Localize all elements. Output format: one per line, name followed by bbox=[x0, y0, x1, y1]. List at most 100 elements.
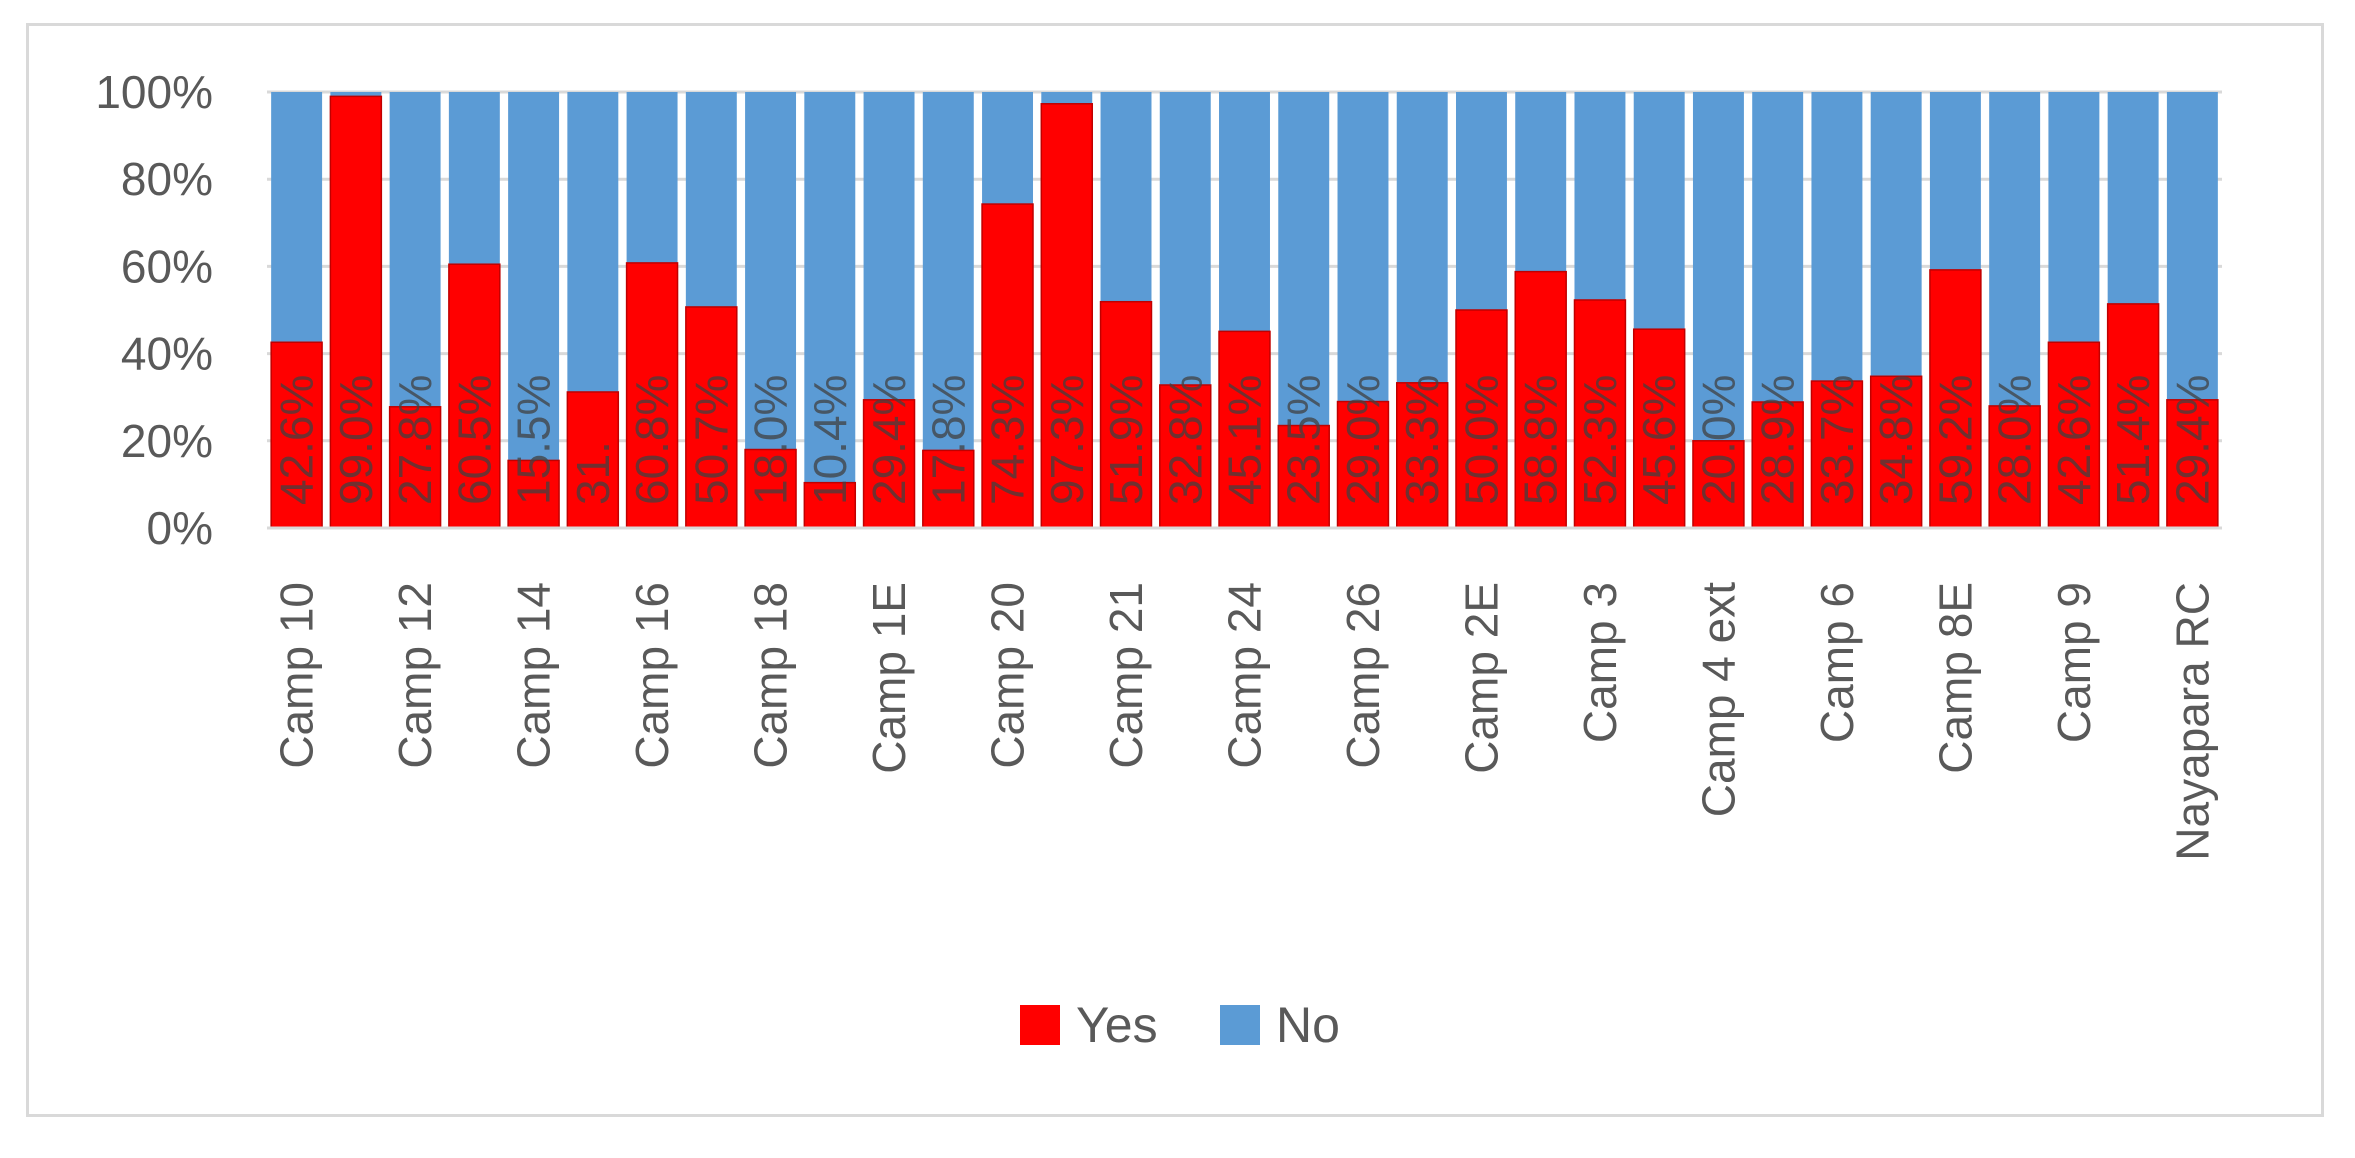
data-label: 28.9% bbox=[1752, 375, 1804, 505]
bar-yes bbox=[1514, 270, 1567, 529]
bar-no bbox=[1159, 92, 1211, 385]
data-label: 31. bbox=[567, 441, 619, 505]
bar-yes bbox=[1455, 309, 1508, 529]
data-label: 29.4% bbox=[2166, 375, 2218, 505]
bar-no bbox=[1396, 92, 1448, 383]
y-tick-label: 80% bbox=[121, 153, 213, 205]
data-label: 74.3% bbox=[982, 375, 1034, 505]
data-label: 59.2% bbox=[1929, 375, 1981, 505]
bar-no bbox=[2048, 92, 2100, 343]
x-tick-label: Camp 2E bbox=[1455, 582, 1507, 774]
bar-no bbox=[1515, 92, 1567, 272]
data-label: 45.1% bbox=[1219, 375, 1271, 505]
bar-no bbox=[1100, 92, 1152, 302]
bar-yes bbox=[981, 203, 1034, 529]
bar-yes bbox=[1336, 400, 1390, 529]
bar-no bbox=[2107, 92, 2159, 304]
x-tick-label: Camp 10 bbox=[271, 582, 323, 769]
data-label: 42.6% bbox=[2048, 375, 2100, 505]
bar-no bbox=[863, 92, 915, 400]
legend-swatch-no bbox=[1220, 1005, 1260, 1045]
bar-no bbox=[1870, 92, 1922, 377]
y-tick-label: 100% bbox=[95, 66, 213, 118]
x-tick-label: Camp 26 bbox=[1337, 582, 1389, 769]
bar-no bbox=[1692, 92, 1744, 441]
data-label: 20.0% bbox=[1692, 375, 1744, 505]
x-tick-label: Camp 20 bbox=[982, 582, 1034, 769]
bar-yes bbox=[1396, 382, 1449, 529]
data-label: 29.4% bbox=[863, 375, 915, 505]
bar-yes bbox=[1988, 405, 2041, 529]
bar-no bbox=[626, 92, 678, 263]
bar-no bbox=[1041, 92, 1093, 104]
data-label: 28.0% bbox=[1989, 375, 2041, 505]
legend-label-yes: Yes bbox=[1076, 997, 1158, 1053]
x-tick-label: Camp 3 bbox=[1574, 582, 1626, 743]
x-tick-label: Camp 1E bbox=[863, 582, 915, 774]
bar-yes bbox=[1929, 269, 1982, 529]
x-tick-label: Camp 16 bbox=[626, 582, 678, 769]
bar-no bbox=[271, 92, 323, 343]
x-tick-label: Camp 21 bbox=[1100, 582, 1152, 769]
data-label: 50.7% bbox=[685, 375, 737, 505]
data-label: 18.0% bbox=[745, 375, 797, 505]
data-label: 51.9% bbox=[1100, 375, 1152, 505]
data-label: 17.8% bbox=[922, 375, 974, 505]
data-label: 45.6% bbox=[1633, 375, 1685, 505]
legend-swatch-yes bbox=[1020, 1005, 1060, 1045]
data-label: 42.6% bbox=[271, 375, 323, 505]
bar-no bbox=[685, 92, 737, 307]
bar-no bbox=[1455, 92, 1507, 310]
x-tick-label: Nayapara RC bbox=[2166, 582, 2218, 861]
x-tick-label: Camp 6 bbox=[1811, 582, 1863, 743]
x-tick-label: Camp 9 bbox=[2048, 582, 2100, 743]
bar-no bbox=[1633, 92, 1685, 330]
data-label: 34.8% bbox=[1870, 375, 1922, 505]
bar-yes bbox=[922, 449, 975, 529]
bar-no bbox=[1929, 92, 1981, 270]
bar-no bbox=[1811, 92, 1863, 382]
bar-no bbox=[982, 92, 1034, 205]
bar-yes bbox=[270, 341, 323, 529]
data-label: 51.4% bbox=[2107, 375, 2159, 505]
x-tick-label: Camp 8E bbox=[1929, 582, 1981, 774]
data-label: 29.0% bbox=[1337, 375, 1389, 505]
x-tick-label: Camp 14 bbox=[508, 582, 560, 769]
data-label: 52.3% bbox=[1574, 375, 1626, 505]
bar-yes bbox=[1869, 375, 1923, 529]
bar-no bbox=[1989, 92, 2041, 406]
bar-yes bbox=[744, 448, 797, 529]
bar-no bbox=[922, 92, 974, 451]
bar-no bbox=[1337, 92, 1389, 402]
chart-frame bbox=[26, 23, 2324, 1117]
x-tick-label: Camp 12 bbox=[389, 582, 441, 769]
data-label: 15.5% bbox=[508, 375, 560, 505]
bar-yes bbox=[1573, 299, 1627, 529]
bar-yes bbox=[1040, 103, 1093, 529]
bar-no bbox=[508, 92, 560, 461]
bar-no bbox=[567, 92, 619, 392]
bar-yes bbox=[2106, 303, 2160, 529]
data-label: 10.4% bbox=[804, 375, 856, 505]
bar-no bbox=[448, 92, 500, 265]
data-label: 50.0% bbox=[1455, 375, 1507, 505]
bar-yes bbox=[1159, 384, 1212, 529]
y-tick-label: 0% bbox=[147, 502, 213, 554]
bar-yes bbox=[1099, 300, 1153, 529]
data-label: 32.8% bbox=[1159, 375, 1211, 505]
bar-no bbox=[1752, 92, 1804, 402]
bar-no bbox=[804, 92, 856, 483]
data-label: 27.8% bbox=[389, 375, 441, 505]
x-tick-label: Camp 4 ext bbox=[1692, 582, 1744, 817]
bar-no bbox=[1219, 92, 1270, 332]
x-tick-label: Camp 18 bbox=[745, 582, 797, 769]
bar-yes bbox=[1632, 328, 1686, 529]
bar-no bbox=[2166, 92, 2218, 400]
y-tick-label: 40% bbox=[121, 328, 213, 380]
bar-no bbox=[330, 92, 382, 97]
bar-no bbox=[1574, 92, 1626, 300]
bar-yes bbox=[1751, 401, 1804, 529]
bar-yes bbox=[388, 406, 442, 529]
data-label: 33.7% bbox=[1811, 375, 1863, 505]
